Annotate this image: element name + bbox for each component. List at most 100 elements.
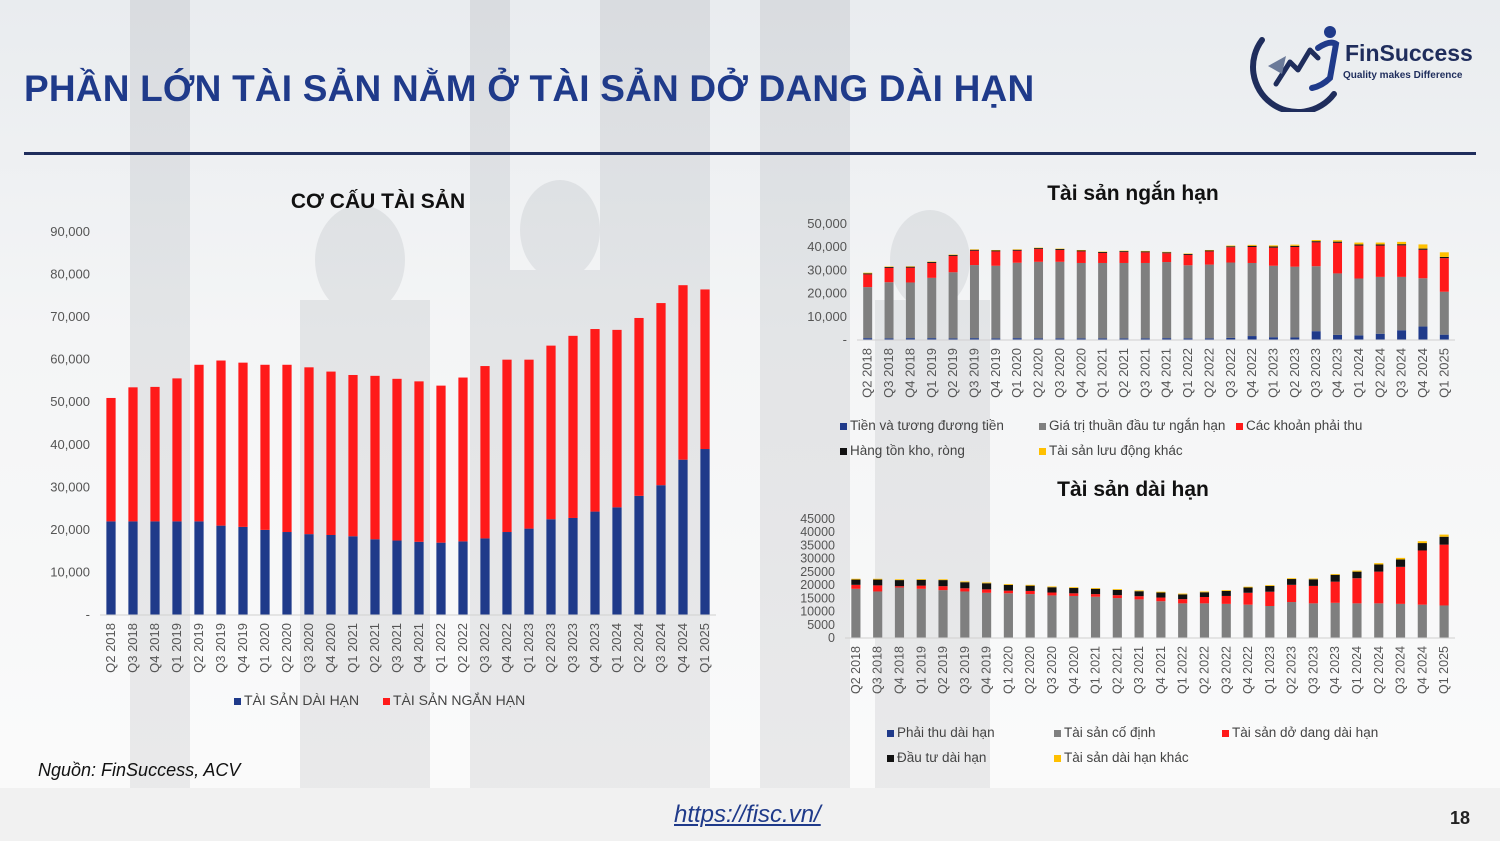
- bar-segment: [326, 534, 336, 615]
- bar-segment: [1183, 265, 1193, 339]
- x-tick-label: Q1 2021: [1089, 646, 1103, 694]
- bar-segment: [1268, 247, 1278, 266]
- bar-segment: [982, 582, 992, 584]
- x-tick-label: Q1 2019: [924, 348, 939, 398]
- x-tick-label: Q3 2023: [1308, 348, 1323, 398]
- y-tick-label: 10,000: [807, 309, 847, 324]
- bar-segment: [1134, 591, 1144, 597]
- logo-tagline: Quality makes Difference: [1343, 70, 1463, 81]
- bar-segment: [348, 374, 358, 537]
- x-tick-label: Q4 2019: [980, 646, 994, 694]
- bar-segment: [1290, 337, 1300, 340]
- bar-segment: [1354, 245, 1364, 279]
- x-tick-label: Q2 2020: [1023, 646, 1037, 694]
- x-tick-label: Q3 2019: [213, 623, 228, 673]
- bar-segment: [568, 517, 578, 615]
- y-tick-label: 50,000: [50, 394, 90, 409]
- bar-segment: [1134, 596, 1144, 600]
- legend-swatch: [1039, 423, 1046, 430]
- bar-segment: [1395, 566, 1406, 604]
- x-tick-label: Q1 2020: [1009, 348, 1024, 398]
- y-tick-label: 20,000: [807, 286, 847, 301]
- bar-segment: [1397, 244, 1407, 246]
- bar-segment: [1112, 598, 1122, 638]
- bar-segment: [1090, 594, 1101, 597]
- bar-segment: [546, 345, 556, 520]
- x-tick-label: Q4 2023: [1330, 348, 1345, 398]
- x-tick-label: Q4 2018: [147, 623, 162, 673]
- bar-segment: [128, 521, 138, 615]
- x-tick-label: Q1 2024: [1351, 348, 1366, 398]
- bar-segment: [194, 364, 204, 522]
- x-tick-label: Q4 2018: [892, 646, 906, 694]
- bar-segment: [1119, 338, 1129, 340]
- bar-segment: [863, 274, 873, 288]
- bar-segment: [1418, 326, 1428, 340]
- y-tick-label: 15000: [800, 591, 835, 605]
- bar-segment: [905, 338, 915, 340]
- bar-segment: [238, 526, 248, 615]
- y-tick-label: -: [843, 332, 847, 347]
- bar-segment: [873, 578, 883, 580]
- bar-segment: [1352, 570, 1362, 572]
- bar-segment: [1199, 603, 1210, 638]
- asset-structure-svg: CƠ CẤU TÀI SẢN - 10,000 20,000 30,000 40,000 5…: [50, 190, 716, 708]
- bar-segment: [1055, 249, 1065, 262]
- bar-segment: [260, 364, 270, 530]
- x-tick-label: Q1 2024: [1350, 646, 1364, 694]
- bar-segment: [1140, 252, 1150, 263]
- x-tick-label: Q2 2021: [1110, 646, 1124, 694]
- bar-segment: [1374, 571, 1384, 604]
- bar-segment: [1012, 250, 1022, 263]
- x-tick-label: Q1 2022: [1176, 646, 1190, 694]
- x-tick-label: Q4 2020: [1067, 646, 1081, 694]
- bar-segment: [1330, 602, 1340, 638]
- bar-segment: [1025, 590, 1035, 595]
- bar-segment: [1375, 333, 1385, 340]
- bar-segment: [1199, 597, 1210, 604]
- y-tick-label: 40,000: [807, 239, 847, 254]
- bar-segment: [863, 338, 873, 340]
- bar-segment: [1374, 564, 1384, 572]
- bar-segment: [1140, 251, 1150, 253]
- title-divider: [24, 152, 1476, 155]
- x-tick-label: Q3 2021: [1137, 348, 1152, 398]
- bar-segment: [612, 507, 622, 615]
- x-tick-label: Q4 2021: [1154, 646, 1168, 694]
- bar-segment: [634, 495, 644, 615]
- website-link[interactable]: https://fisc.vn/: [674, 801, 821, 828]
- legend-label: Tài sản lưu động khác: [1049, 443, 1183, 458]
- x-tick-label: Q2 2019: [936, 646, 950, 694]
- bar-segment: [1069, 587, 1079, 589]
- x-tick-label: Q1 2019: [169, 623, 184, 673]
- bar-segment: [1003, 584, 1013, 591]
- bar-segment: [1265, 591, 1275, 607]
- bar-segment: [960, 588, 970, 592]
- bar-segment: [1221, 595, 1231, 604]
- bar-segment: [1308, 585, 1318, 604]
- legend-swatch: [1039, 448, 1046, 455]
- x-tick-label: Q1 2024: [609, 623, 624, 673]
- bar-segment: [1076, 250, 1086, 252]
- bar-segment: [1290, 245, 1300, 247]
- bar-segment: [969, 265, 979, 339]
- bar-segment: [1439, 544, 1449, 606]
- bar-segment: [1439, 256, 1449, 259]
- x-tick-label: Q1 2022: [1180, 348, 1195, 398]
- legend-label: Giá trị thuần đầu tư ngắn hạn: [1049, 418, 1225, 433]
- x-tick-label: Q4 2024: [675, 623, 690, 673]
- legend-swatch: [887, 730, 894, 737]
- bar-segment: [916, 588, 926, 638]
- bar-segment: [568, 335, 578, 518]
- bar-segment: [991, 265, 1001, 339]
- bar-segment: [1112, 589, 1122, 596]
- bar-segment: [1098, 262, 1108, 339]
- bar-segment: [982, 589, 992, 593]
- bar-segment: [969, 249, 979, 251]
- bar-segment: [927, 262, 937, 278]
- bar-segment: [524, 359, 534, 529]
- bar-segment: [1090, 588, 1101, 595]
- bar-segment: [392, 540, 402, 615]
- legend-label: Tài sản dài hạn khác: [1064, 750, 1189, 765]
